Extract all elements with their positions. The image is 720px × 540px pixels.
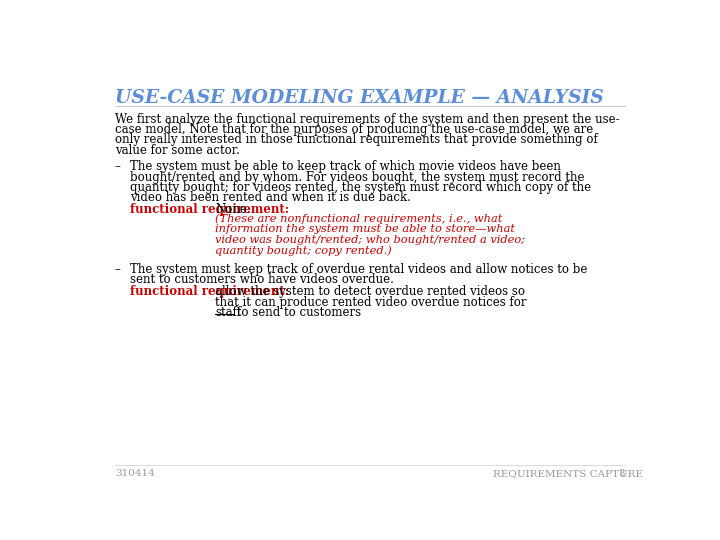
Text: that it can produce rented video overdue notices for: that it can produce rented video overdue… bbox=[215, 296, 526, 309]
Text: to send to customers: to send to customers bbox=[233, 306, 361, 319]
Text: USE-CASE MODELING EXAMPLE — ANALYSIS: USE-CASE MODELING EXAMPLE — ANALYSIS bbox=[114, 90, 603, 107]
Text: 310414: 310414 bbox=[114, 469, 155, 478]
Text: information the system must be able to store—what: information the system must be able to s… bbox=[215, 224, 515, 234]
Text: –: – bbox=[114, 160, 121, 173]
Text: 3: 3 bbox=[618, 469, 625, 478]
Text: value for some actor.: value for some actor. bbox=[114, 144, 240, 157]
Text: staff: staff bbox=[215, 306, 241, 319]
Text: The system must keep track of overdue rental videos and allow notices to be: The system must keep track of overdue re… bbox=[130, 263, 588, 276]
Text: video has been rented and when it is due back.: video has been rented and when it is due… bbox=[130, 192, 411, 205]
Text: video was bought/rented; who bought/rented a video;: video was bought/rented; who bought/rent… bbox=[215, 234, 525, 245]
Text: –: – bbox=[114, 263, 121, 276]
Text: (These are nonfunctional requirements, i.e., what: (These are nonfunctional requirements, i… bbox=[215, 214, 503, 224]
Text: functional requirement:: functional requirement: bbox=[130, 204, 289, 217]
Text: only really interested in those functional requirements that provide something o: only really interested in those function… bbox=[114, 133, 598, 146]
Text: quantity bought; copy rented.): quantity bought; copy rented.) bbox=[215, 245, 392, 255]
Text: functional requirement:: functional requirement: bbox=[130, 286, 289, 299]
Text: bought/rented and by whom. For videos bought, the system must record the: bought/rented and by whom. For videos bo… bbox=[130, 171, 585, 184]
Text: None.: None. bbox=[215, 204, 251, 217]
Text: REQUIREMENTS CAPTURE: REQUIREMENTS CAPTURE bbox=[493, 469, 643, 478]
Text: quantity bought; for videos rented, the system must record which copy of the: quantity bought; for videos rented, the … bbox=[130, 181, 591, 194]
Text: We first analyze the functional requirements of the system and then present the : We first analyze the functional requirem… bbox=[114, 112, 619, 125]
Text: The system must be able to keep track of which movie videos have been: The system must be able to keep track of… bbox=[130, 160, 561, 173]
Text: case model. Note that for the purposes of producing the use-case model, we are: case model. Note that for the purposes o… bbox=[114, 123, 593, 136]
Text: sent to customers who have videos overdue.: sent to customers who have videos overdu… bbox=[130, 273, 394, 286]
Text: allow the system to detect overdue rented videos so: allow the system to detect overdue rente… bbox=[215, 286, 525, 299]
